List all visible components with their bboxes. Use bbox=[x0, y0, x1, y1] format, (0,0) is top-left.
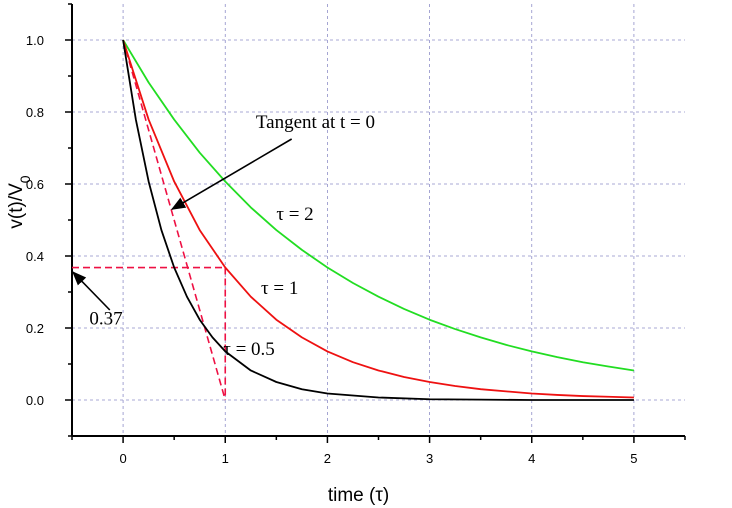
x-tick-label: 3 bbox=[426, 451, 433, 466]
y-axis-title: v(t)/V0 bbox=[6, 175, 33, 228]
y-axis-title-main: v(t)/V bbox=[6, 183, 27, 229]
tangent-label: Tangent at t = 0 bbox=[256, 112, 375, 133]
series-line-0 bbox=[122, 39, 635, 372]
series-lines bbox=[122, 39, 635, 401]
x-tick-label: 0 bbox=[119, 451, 126, 466]
axes: 0 1 2 3 4 5 0.0 0.2 0.4 0.6 0.8 1.0 bbox=[26, 3, 686, 466]
tangent-line bbox=[122, 39, 227, 401]
series-line-1 bbox=[122, 39, 634, 399]
y-axis-title-sub: 0 bbox=[17, 175, 33, 183]
x-axis-title: time (τ) bbox=[328, 485, 389, 506]
grid bbox=[72, 4, 685, 436]
annotations: Tangent at t = 0 0.37 τ = 2 τ = 1 τ = 0.… bbox=[72, 112, 375, 360]
level-label: 0.37 bbox=[89, 308, 122, 329]
tau1-label: τ = 1 bbox=[261, 278, 298, 299]
tau2-label: τ = 2 bbox=[276, 204, 313, 225]
tau05-label: τ = 0.5 bbox=[223, 339, 275, 360]
y-tick-label: 1.0 bbox=[26, 33, 44, 48]
x-tick-label: 2 bbox=[324, 451, 331, 466]
y-tick-label: 0.0 bbox=[26, 393, 44, 408]
tangent-arrow bbox=[170, 138, 293, 210]
reference-lines bbox=[72, 39, 227, 401]
x-tick-label: 1 bbox=[222, 451, 229, 466]
x-tick-label: 4 bbox=[528, 451, 535, 466]
series-line-2 bbox=[122, 39, 634, 401]
y-tick-label: 0.4 bbox=[26, 249, 44, 264]
x-tick-label: 5 bbox=[630, 451, 637, 466]
axis-titles: time (τ) v(t)/V0 bbox=[6, 175, 389, 506]
y-tick-label: 0.6 bbox=[26, 177, 44, 192]
y-tick-label: 0.2 bbox=[26, 321, 44, 336]
y-tick-label: 0.8 bbox=[26, 105, 44, 120]
level-arrow bbox=[72, 271, 111, 311]
